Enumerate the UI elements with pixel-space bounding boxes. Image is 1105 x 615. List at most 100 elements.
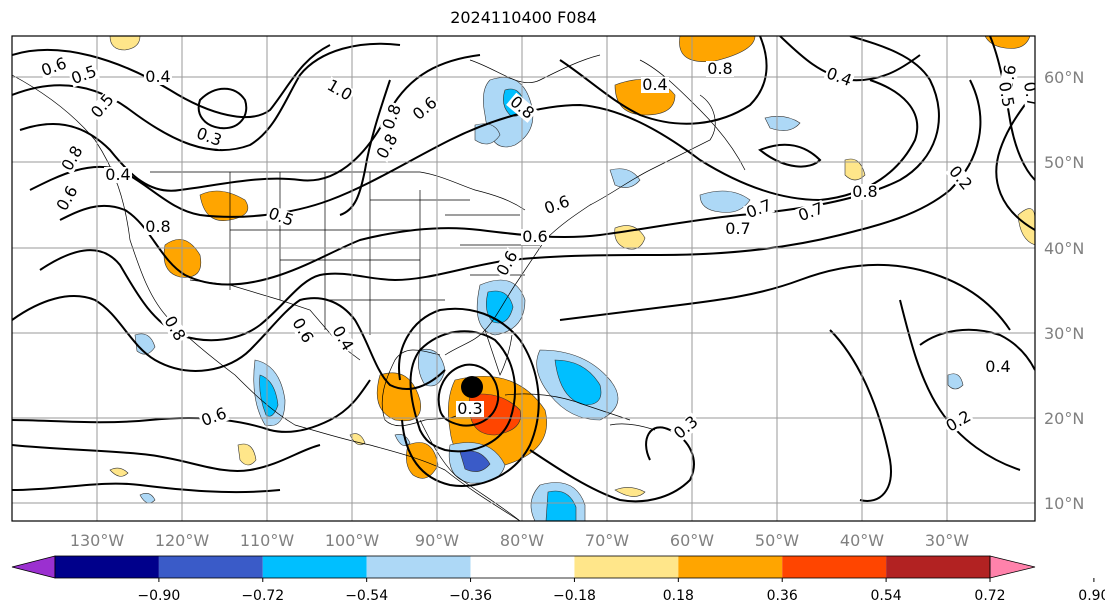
negative-patch [947,373,964,390]
latitude-tick-label: 20°N [1044,409,1084,428]
contour-label: 0.7 [725,219,750,238]
contour-label-bg [379,101,405,133]
contour-label-bg [323,76,356,105]
colorbar-frame [54,555,991,579]
contour-line [437,363,500,427]
colorbar-tick-label: −0.72 [241,588,284,604]
colorbar-tick-label: −0.36 [449,588,492,604]
positive-patch [844,158,866,181]
state-lines [229,172,540,350]
contour-label: 0.7 [1020,80,1043,108]
contour-label-bg [144,69,172,85]
positive-patch [679,36,756,63]
longitude-tick-label: 80°W [500,531,544,550]
colorbar-segment [158,556,263,578]
map-title: 2024110400 F084 [450,8,597,27]
contour-label-bg [104,167,132,183]
contour-label-bg [373,130,402,163]
contour-line [59,36,940,286]
contour-label-bg [851,184,879,200]
contour-line [758,143,822,168]
contour-label: 0.4 [145,67,170,86]
coastline-pacific [12,74,521,521]
cuba [504,393,631,421]
colorbar-tick-label: −0.18 [553,588,596,604]
contour-label-bg [823,64,855,90]
contour-label-bg [541,192,573,218]
central-america [419,419,521,521]
contour-line [409,330,516,453]
contour-line [19,54,481,192]
colorbar-tick-label: 0.36 [767,588,798,604]
contour-label: 0.8 [852,182,877,201]
contour-label-bg [144,219,172,235]
colorbar-extend-max [989,555,1036,579]
contour-line [398,307,540,487]
colorbar-tick-label: −0.54 [345,588,388,604]
contour-label-bg [53,182,82,215]
longitude-tick-label: 50°W [755,531,799,550]
positive-patch [237,443,257,466]
contour-label-bg [984,359,1012,375]
contour-label-bg [456,401,484,417]
contour-label-bg [38,54,70,80]
negative-patch [139,493,156,504]
border-us-canada [150,171,526,211]
contour-label-bg [724,221,752,237]
contour-label: 0.6 [522,227,547,246]
contour-label-bg [409,93,441,124]
contour-label-bg [328,322,357,355]
coastline-east [444,94,716,356]
contour-label: 0.8 [707,59,732,78]
latitude-tick-label: 40°N [1044,239,1084,258]
contour-label-bg [506,92,538,123]
cyclone-marker [461,376,483,398]
contour-label-bg [288,314,317,347]
contour-label-bg [265,204,297,230]
contour-line [197,87,248,130]
contour-label-bg [942,407,975,436]
coastline-labrador [639,59,746,171]
contour-label-bg [493,247,522,280]
latitude-tick-label: 10°N [1044,494,1084,513]
contour-label-bg [193,124,225,150]
positive-patch [1017,208,1035,246]
contour-line [529,426,695,503]
longitude-tick-label: 40°W [840,531,884,550]
colorbar-tick-label: −0.90 [137,588,180,604]
contour-label-bg [68,62,100,88]
colorbar-extend-min [11,555,56,579]
contour-label-bg [87,90,118,122]
map-frame [11,35,1036,522]
contour-label-bg [1020,79,1035,110]
latitude-labels: 60°N 50°N 40°N 30°N 20°N 10°N [1044,68,1084,513]
latitude-tick-label: 30°N [1044,324,1084,343]
contour-line [12,44,331,118]
contour-line [559,36,768,125]
contour-label-bg [706,61,734,77]
contour-label-bg [795,199,827,225]
contour-line [12,482,281,494]
contour-label-bg [58,142,87,175]
contour-label-bg [743,196,775,222]
colorbar-segment [262,556,367,578]
positive-patch [109,36,141,51]
colorbar-tick-label: 0.90 [1078,588,1105,604]
longitude-tick-label: 70°W [585,531,629,550]
longitude-tick-label: 30°W [925,531,969,550]
contour-label-bg [160,312,189,345]
longitude-tick-label: 100°W [325,531,380,550]
longitude-tick-label: 90°W [415,531,459,550]
positive-patch [109,467,129,477]
longitude-tick-label: 60°W [670,531,714,550]
colorbar-tick-label: 0.54 [871,588,902,604]
contour-label: 0.4 [642,75,667,94]
contour-line [12,379,371,433]
contour-label-bg [641,77,669,93]
negative-patch [545,490,577,521]
longitude-labels: 130°W 120°W 110°W 100°W 90°W 80°W 70°W 60°W 50°W… [70,531,969,550]
contour-line [12,295,446,390]
contour-label-bg [670,412,702,443]
latitude-tick-label: 60°N [1044,68,1084,87]
